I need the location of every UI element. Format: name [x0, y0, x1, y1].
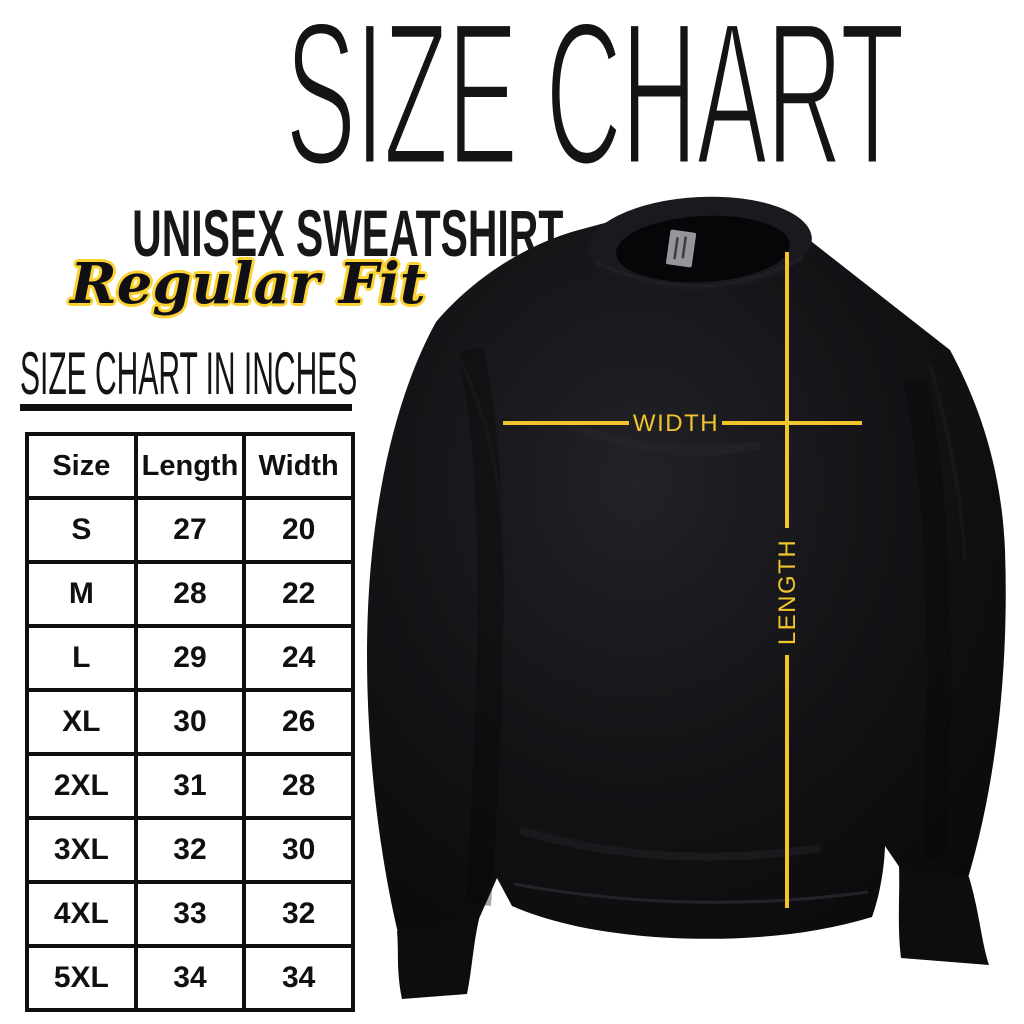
table-cell: 31	[133, 752, 247, 820]
product-name-wrap: UNISEX SWEATSHIRT	[0, 200, 563, 266]
table-heading-underline: SIZE CHART IN INCHES	[20, 344, 357, 411]
table-cell: 4XL	[25, 880, 138, 948]
product-fit: Regular Fit	[70, 251, 426, 317]
table-cell: 22	[242, 560, 355, 628]
sweatshirt-body	[367, 203, 1006, 939]
size-table-header: Size Length Width	[25, 432, 355, 500]
lower-fold	[518, 826, 821, 861]
size-table-column-header: Width	[242, 432, 355, 500]
left-shoulder-seam	[450, 344, 507, 561]
width-line-left	[503, 421, 629, 425]
table-cell: 26	[242, 688, 355, 756]
table-heading: SIZE CHART IN INCHES	[20, 340, 358, 407]
table-row: S 27 20	[25, 496, 355, 564]
table-row: XL 30 26	[25, 688, 355, 756]
length-line-top	[785, 252, 789, 528]
product-name: UNISEX SWEATSHIRT	[132, 196, 564, 270]
size-table-column-header: Size	[25, 432, 138, 500]
table-cell: 28	[133, 560, 247, 628]
table-cell: 34	[242, 944, 355, 1012]
table-cell: XL	[25, 688, 138, 756]
size-table: Size Length Width S 27 20 M 28 22 L 29 24 XL 30 26 2XL…	[25, 432, 355, 1012]
product-fit-wrap: Regular Fit	[0, 251, 496, 317]
table-cell: 30	[242, 816, 355, 884]
width-line-right	[722, 421, 862, 425]
table-cell: M	[25, 560, 138, 628]
collar-opening	[616, 215, 790, 283]
table-cell: 29	[133, 624, 247, 692]
table-cell: S	[25, 496, 138, 564]
table-cell: L	[25, 624, 138, 692]
table-cell: 3XL	[25, 816, 138, 884]
right-crease-shading	[903, 377, 951, 861]
page-title: SIZE CHART	[284, 0, 906, 208]
right-shoulder-seam	[928, 364, 967, 561]
collar-tag	[666, 229, 697, 268]
table-cell: 28	[242, 752, 355, 820]
right-cuff	[898, 866, 989, 965]
waistband-seam	[513, 882, 869, 904]
table-cell: 34	[133, 944, 247, 1012]
table-row: M 28 22	[25, 560, 355, 628]
table-row: L 29 24	[25, 624, 355, 692]
table-cell: 30	[133, 688, 247, 756]
table-cell: 32	[242, 880, 355, 948]
width-measurement-label: WIDTH	[632, 410, 720, 437]
length-line-bottom	[785, 655, 789, 908]
chest-fold	[558, 415, 761, 456]
table-row: 5XL 34 34	[25, 944, 355, 1012]
table-row: 3XL 32 30	[25, 816, 355, 884]
length-measurement-label: LENGTH	[774, 538, 801, 646]
table-cell: 5XL	[25, 944, 138, 1012]
table-cell: 32	[133, 816, 247, 884]
table-cell: 33	[133, 880, 247, 948]
size-table-column-header: Length	[133, 432, 247, 500]
table-row: 2XL 31 28	[25, 752, 355, 820]
table-cell: 27	[133, 496, 247, 564]
table-cell: 20	[242, 496, 355, 564]
left-cuff	[397, 919, 479, 999]
page-title-wrap: SIZE CHART	[0, 0, 1024, 208]
table-cell: 2XL	[25, 752, 138, 820]
collar-seam	[595, 256, 803, 288]
table-row: 4XL 33 32	[25, 880, 355, 948]
table-cell: 24	[242, 624, 355, 692]
